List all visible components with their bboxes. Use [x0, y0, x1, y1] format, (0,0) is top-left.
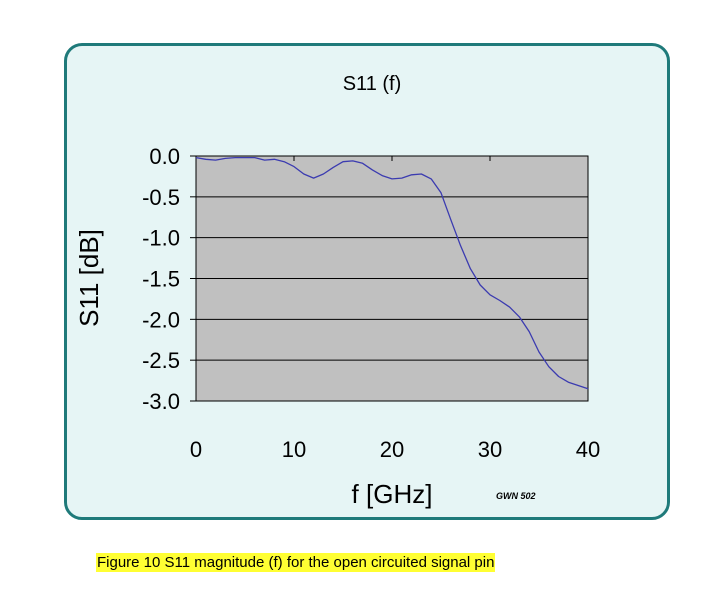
x-tick-label: 20	[380, 437, 404, 462]
y-tick-label: -3.0	[142, 389, 180, 414]
series-group	[195, 156, 589, 390]
y-tick-label: -2.0	[142, 307, 180, 332]
figure-caption: Figure 10 S11 magnitude (f) for the open…	[96, 553, 496, 572]
x-tick-label: 0	[190, 437, 202, 462]
y-tick-label: -1.5	[142, 267, 180, 292]
x-tick-label: 40	[576, 437, 600, 462]
chart-title: S11 (f)	[343, 73, 402, 95]
y-tick-label: 0.0	[149, 144, 180, 169]
figure-stamp: GWN 502	[496, 491, 536, 501]
y-axis-label: S11 [dB]	[74, 229, 104, 327]
y-tick-label: -2.5	[142, 348, 180, 373]
x-tick-label: 30	[478, 437, 502, 462]
y-tick-label: -1.0	[142, 226, 180, 251]
gridlines	[196, 196, 588, 361]
series-line	[195, 156, 589, 390]
y-tick-label: -0.5	[142, 185, 180, 210]
x-tick-label: 10	[282, 437, 306, 462]
y-axis-ticks: 0.0 -0.5 -1.0 -1.5 -2.0 -2.5 -3.0	[142, 144, 196, 414]
x-axis-ticks: 0 10 20 30 40	[190, 156, 600, 462]
x-axis-label: f [GHz]	[352, 479, 433, 509]
